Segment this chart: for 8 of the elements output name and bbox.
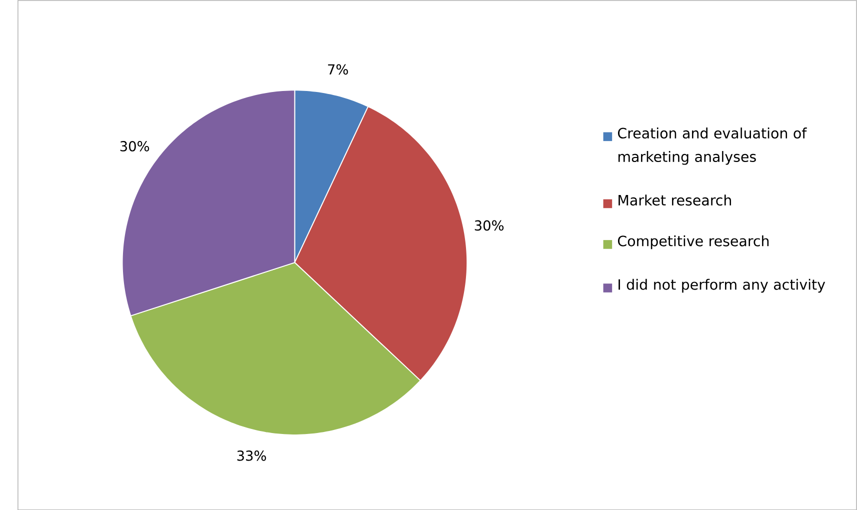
legend-label: I did not perform any activity xyxy=(618,278,826,292)
data-label: 30% xyxy=(120,140,150,152)
legend-label: Market research xyxy=(618,194,732,206)
data-label: 7% xyxy=(328,64,348,74)
data-label: 33% xyxy=(237,450,266,461)
legend-label: Creation and evaluation of marketing analyses xyxy=(618,127,807,165)
data-label: 30% xyxy=(474,220,504,230)
legend-label: Competitive research xyxy=(618,235,769,249)
